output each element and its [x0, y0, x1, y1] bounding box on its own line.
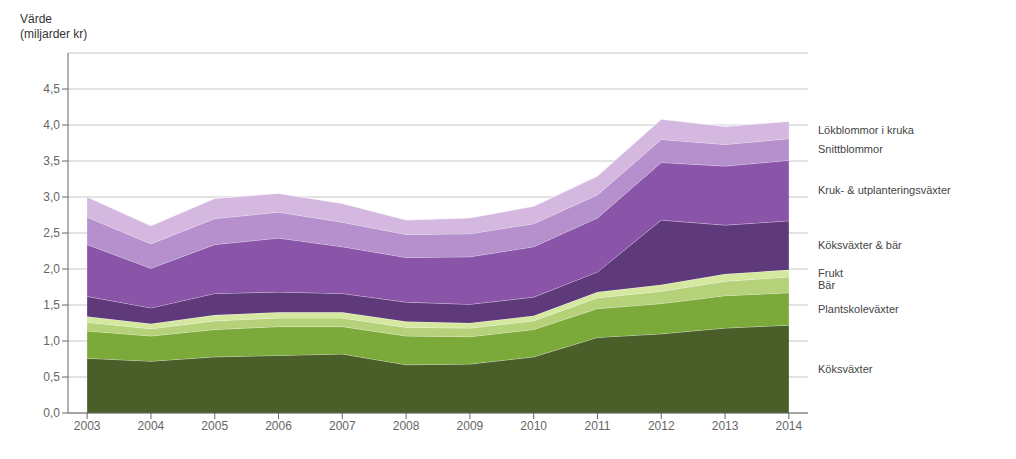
svg-text:Kruk- & utplanteringsväxter: Kruk- & utplanteringsväxter: [818, 184, 951, 196]
svg-text:2,5: 2,5: [43, 226, 60, 240]
svg-text:Frukt: Frukt: [818, 267, 843, 279]
svg-text:Köksväxter: Köksväxter: [818, 363, 873, 375]
svg-text:2005: 2005: [201, 419, 228, 433]
svg-text:2010: 2010: [520, 419, 547, 433]
svg-text:4,0: 4,0: [43, 118, 60, 132]
svg-text:Lökblommor i kruka: Lökblommor i kruka: [818, 124, 915, 136]
svg-text:2013: 2013: [712, 419, 739, 433]
svg-text:2014: 2014: [776, 419, 803, 433]
svg-text:3,5: 3,5: [43, 154, 60, 168]
svg-text:Snittblommor: Snittblommor: [818, 143, 883, 155]
svg-text:2007: 2007: [329, 419, 356, 433]
svg-text:1,5: 1,5: [43, 298, 60, 312]
svg-text:2,0: 2,0: [43, 262, 60, 276]
svg-text:2004: 2004: [138, 419, 165, 433]
svg-text:1,0: 1,0: [43, 334, 60, 348]
svg-text:2006: 2006: [265, 419, 292, 433]
svg-text:2008: 2008: [393, 419, 420, 433]
svg-text:Bär: Bär: [818, 279, 835, 291]
svg-text:2012: 2012: [648, 419, 675, 433]
svg-text:3,0: 3,0: [43, 190, 60, 204]
svg-text:0,5: 0,5: [43, 370, 60, 384]
svg-text:Plantskoleväxter: Plantskoleväxter: [818, 303, 899, 315]
svg-text:2009: 2009: [457, 419, 484, 433]
svg-text:4,5: 4,5: [43, 82, 60, 96]
svg-text:Köksväxter & bär: Köksväxter & bär: [818, 239, 902, 251]
svg-text:2003: 2003: [74, 419, 101, 433]
html-text:Värde: Värde: [20, 12, 52, 26]
svg-text:0,0: 0,0: [43, 406, 60, 420]
svg-text:2011: 2011: [585, 419, 611, 433]
html-text:(miljarder kr): (miljarder kr): [20, 27, 88, 41]
